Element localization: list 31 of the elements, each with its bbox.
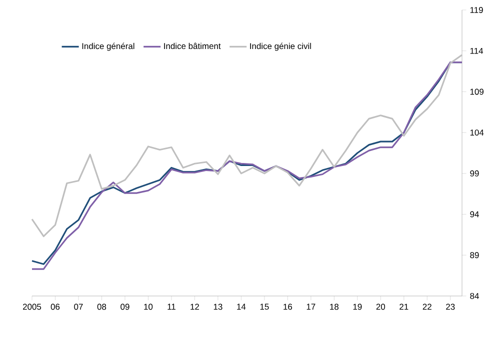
x-tick-label: 2005: [23, 304, 42, 310]
legend-label: Indice bâtiment: [164, 42, 221, 50]
y-tick-label: 119: [470, 7, 483, 13]
x-tick-label: 19: [353, 304, 362, 310]
y-tick-label: 109: [470, 88, 484, 95]
x-tick-label: 18: [330, 304, 339, 310]
x-tick-label: 11: [168, 304, 176, 310]
y-tick-label: 104: [470, 130, 484, 136]
y-tick-label: 94: [470, 211, 479, 218]
x-tick-label: 09: [120, 304, 130, 310]
x-tick-label: 12: [190, 304, 199, 310]
x-tick-label: 07: [74, 304, 83, 310]
y-tick-label: 89: [470, 252, 479, 258]
x-tick-label: 22: [422, 304, 432, 310]
x-tick-label: 14: [237, 304, 246, 310]
x-tick-label: 06: [50, 304, 60, 310]
x-tick-label: 17: [306, 304, 316, 310]
legend-label: Indice général: [82, 42, 134, 51]
y-tick-label: 114: [470, 48, 484, 54]
x-tick-label: 21: [400, 304, 408, 310]
y-tick-label: 84: [470, 293, 479, 299]
x-tick-label: 08: [97, 304, 106, 310]
x-tick-label: 23: [446, 304, 455, 310]
legend-label: Indice génie civil: [250, 42, 311, 51]
x-tick-label: 10: [144, 304, 153, 310]
x-tick-label: 15: [260, 304, 269, 310]
x-tick-label: 16: [284, 304, 292, 310]
line-series: [31, 54, 463, 238]
x-tick-label: 20: [376, 304, 386, 310]
x-tick-label: 13: [214, 304, 222, 310]
y-tick-label: 99: [470, 170, 479, 176]
